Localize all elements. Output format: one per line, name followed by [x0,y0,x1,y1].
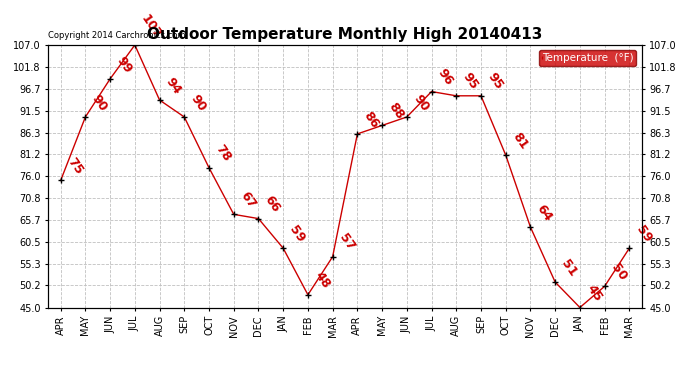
Text: 78: 78 [213,143,233,164]
Text: Copyright 2014 Carchronics.com: Copyright 2014 Carchronics.com [48,31,186,40]
Title: Outdoor Temperature Monthly High 20140413: Outdoor Temperature Monthly High 2014041… [147,27,543,42]
Text: 67: 67 [237,189,258,211]
Text: 95: 95 [484,71,505,92]
Text: 45: 45 [584,282,604,304]
Text: 50: 50 [609,261,629,283]
Text: 90: 90 [411,92,431,114]
Text: 95: 95 [460,71,481,92]
Text: 90: 90 [188,92,208,114]
Text: 99: 99 [114,54,135,75]
Text: 59: 59 [287,223,308,245]
Text: 59: 59 [633,223,653,245]
Text: 96: 96 [435,67,456,88]
Text: 86: 86 [361,109,382,130]
Text: 75: 75 [64,155,85,177]
Text: 107: 107 [139,13,164,42]
Text: 64: 64 [534,202,555,223]
Text: 57: 57 [336,231,357,253]
Text: 94: 94 [164,75,184,97]
Text: 51: 51 [559,257,580,279]
Text: 81: 81 [509,130,530,152]
Text: 66: 66 [262,194,283,215]
Text: 48: 48 [312,270,333,291]
Legend: Temperature  (°F): Temperature (°F) [539,50,636,66]
Text: 88: 88 [386,100,406,122]
Text: 90: 90 [89,92,110,114]
